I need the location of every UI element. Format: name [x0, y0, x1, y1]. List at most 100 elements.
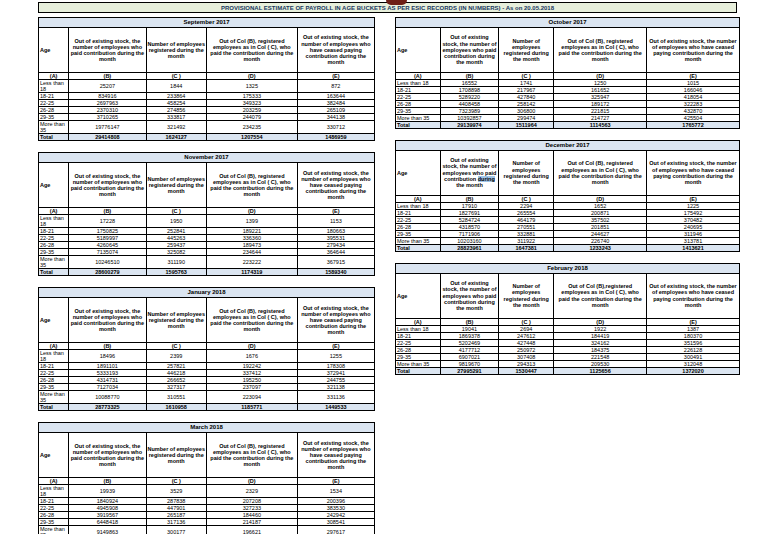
table-row: 26-283919567265187184460242942 [39, 512, 375, 519]
value-cell: 5189997 [69, 234, 146, 241]
total-row: Total27995291153044711256561372020 [396, 367, 740, 374]
value-cell: 834916 [69, 92, 146, 99]
value-cell: 1225 [647, 202, 740, 209]
column-letter: (C ) [499, 72, 554, 79]
value-cell: 325947 [554, 93, 647, 100]
value-cell: 223222 [206, 255, 297, 268]
table-row: 22-255284724464179357502370482 [396, 216, 740, 223]
value-cell: 370482 [647, 216, 740, 223]
total-value-cell: 28773325 [69, 404, 146, 411]
month-header-row: September 2017 [39, 18, 375, 28]
col-b-header: Out of existing stock, the number of emp… [69, 27, 146, 72]
table-row: More than 359149863300177196621297617 [39, 526, 375, 534]
column-letter: (A) [39, 207, 69, 214]
value-cell: 5284724 [440, 216, 498, 223]
value-cell: 382484 [297, 99, 374, 106]
value-cell: 333817 [146, 113, 206, 120]
value-cell: 18496 [69, 349, 146, 362]
value-cell: 240695 [647, 223, 740, 230]
value-cell: 425504 [647, 114, 740, 121]
age-bucket-label: 18-21 [39, 497, 69, 504]
total-value-cell: 1486959 [297, 134, 374, 141]
value-cell: 175492 [647, 209, 740, 216]
col-c-header: Number of employees registered during th… [146, 162, 206, 207]
value-cell: 322283 [647, 100, 740, 107]
value-cell: 372941 [297, 369, 374, 376]
age-bucket-label: 22-25 [39, 99, 69, 106]
value-cell: 7323989 [440, 107, 498, 114]
value-cell: 446218 [146, 369, 206, 376]
value-cell: 300491 [647, 353, 740, 360]
column-headers-row: AgeOut of existing stock, the number of … [39, 162, 375, 207]
value-cell: 242942 [297, 512, 374, 519]
value-cell: 432870 [647, 107, 740, 114]
column-letters-row: (A)(B)(C )(D)(E) [396, 195, 740, 202]
value-cell: 3919567 [69, 512, 146, 519]
value-cell: 10392857 [440, 114, 498, 121]
column-letter: (B) [440, 195, 498, 202]
column-letter: (B) [440, 318, 498, 325]
value-cell: 274856 [146, 106, 206, 113]
age-bucket-label: 29-35 [396, 107, 441, 114]
total-value-cell: 28600279 [69, 269, 146, 276]
top-logo-fragment [386, 0, 407, 5]
value-cell: 1844 [146, 79, 206, 92]
col-e-header: Out of existing stock, the number of emp… [297, 27, 374, 72]
column-letter: (A) [396, 72, 441, 79]
total-label: Total [396, 367, 441, 374]
value-cell: 1255 [297, 349, 374, 362]
month-table-october-2017: October 2017AgeOut of existing stock, th… [395, 17, 740, 129]
value-cell: 195250 [206, 376, 297, 383]
value-cell: 1827691 [440, 209, 498, 216]
value-cell: 226128 [647, 346, 740, 353]
value-cell: 3710265 [69, 113, 146, 120]
age-column-header: Age [39, 432, 69, 477]
value-cell: 311922 [499, 237, 554, 244]
table-row: Less than 1817910229416521225 [396, 202, 740, 209]
col-e-header: Out of existing stock, the number of emp… [647, 150, 740, 195]
value-cell: 332881 [499, 230, 554, 237]
value-cell: 357502 [554, 216, 647, 223]
value-cell: 6907021 [440, 353, 498, 360]
table-row: 22-255289220427840325947418054 [396, 93, 740, 100]
value-cell: 1399 [206, 214, 297, 227]
value-cell: 16552 [440, 79, 498, 86]
value-cell: 244079 [206, 113, 297, 120]
total-value-cell: 1511964 [499, 121, 554, 128]
month-title: November 2017 [39, 153, 375, 163]
total-value-cell: 1589340 [297, 269, 374, 276]
column-letter: (E) [297, 207, 374, 214]
value-cell: 383530 [297, 504, 374, 511]
age-bucket-label: More than 35 [396, 360, 441, 367]
value-cell: 217967 [499, 86, 554, 93]
column-letter: (D) [554, 318, 647, 325]
value-cell: 214187 [206, 519, 297, 526]
value-cell: 266652 [146, 376, 206, 383]
value-cell: 311190 [146, 255, 206, 268]
month-table-january-2018: January 2018AgeOut of existing stock, th… [38, 287, 375, 411]
page: { "title": "PROVISIONAL ESTIMATE OF PAYR… [0, 0, 777, 534]
value-cell: 209530 [554, 360, 647, 367]
value-cell: 1750825 [69, 227, 146, 234]
value-cell: 192242 [206, 362, 297, 369]
column-letter: (D) [206, 207, 297, 214]
column-letter: (C ) [146, 477, 206, 484]
value-cell: 364644 [297, 248, 374, 255]
tables-column-left: September 2017AgeOut of existing stock, … [38, 17, 375, 534]
value-cell: 252841 [146, 227, 206, 234]
value-cell: 250972 [499, 346, 554, 353]
value-cell: 200396 [297, 497, 374, 504]
column-letter: (D) [554, 195, 647, 202]
age-column-header: Age [396, 150, 441, 195]
table-row: 29-356448418317136214187308541 [39, 519, 375, 526]
value-cell: 221548 [554, 353, 647, 360]
table-row: More than 3510203160311922226740313781 [396, 237, 740, 244]
value-cell: 325082 [146, 248, 206, 255]
col-b-header: Out of existing stock, the number of emp… [440, 273, 498, 318]
value-cell: 221815 [554, 107, 647, 114]
value-cell: 7171906 [440, 230, 498, 237]
age-bucket-label: Less than 18 [396, 325, 441, 332]
value-cell: 2697963 [69, 99, 146, 106]
value-cell: 367915 [297, 255, 374, 268]
col-c-header: Number of employees registered during th… [499, 27, 554, 72]
